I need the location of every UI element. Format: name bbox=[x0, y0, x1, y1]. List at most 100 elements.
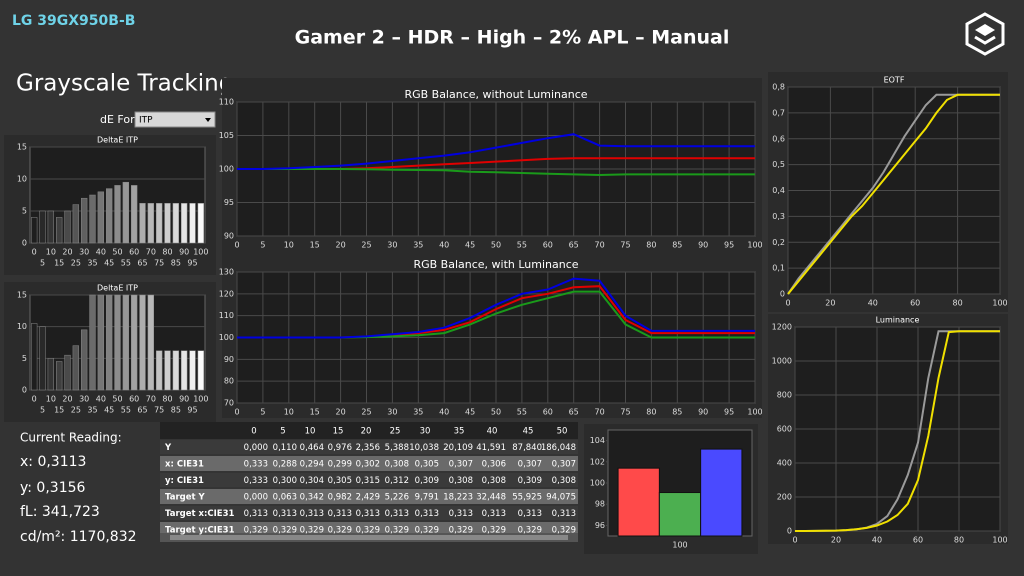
column-header: 45 bbox=[523, 427, 534, 437]
y-tick-label: 0 bbox=[787, 527, 792, 536]
y-tick-label: 800 bbox=[777, 391, 792, 400]
table-cell: 41,591 bbox=[476, 443, 506, 453]
bar bbox=[39, 210, 46, 244]
table-cell: 87,840 bbox=[512, 443, 542, 453]
bar bbox=[181, 350, 188, 391]
y-tick-label: 0 bbox=[780, 290, 785, 299]
table-cell: 0,329 bbox=[482, 526, 506, 536]
x-tick-label: 85 bbox=[672, 408, 682, 417]
x-tick-label: 60 bbox=[543, 408, 553, 417]
table-cell: 18,223 bbox=[443, 493, 473, 503]
x-tick-label: 65 bbox=[137, 406, 147, 415]
x-tick-label: 10 bbox=[46, 395, 56, 404]
table-cell: 0,312 bbox=[385, 476, 409, 486]
table-cell: 0,299 bbox=[328, 460, 352, 470]
bar bbox=[81, 329, 88, 391]
bar bbox=[172, 350, 180, 391]
y-tick-label: 600 bbox=[777, 425, 792, 434]
y-tick-label: 130 bbox=[219, 268, 234, 277]
y-tick-label: 98 bbox=[595, 500, 605, 509]
table-cell: 0,329 bbox=[273, 526, 297, 536]
bar bbox=[617, 467, 660, 537]
y-tick-label: 120 bbox=[219, 289, 234, 298]
table-cell: 0,305 bbox=[328, 476, 352, 486]
table-row bbox=[160, 472, 578, 488]
bar bbox=[197, 203, 205, 244]
x-tick-label: 20 bbox=[825, 299, 835, 308]
bar bbox=[131, 294, 138, 391]
table-cell: 0,329 bbox=[552, 526, 576, 536]
bar bbox=[31, 217, 38, 244]
x-tick-label: 80 bbox=[646, 408, 656, 417]
reading-line: fL: 341,723 bbox=[20, 504, 100, 520]
x-tick-label: 85 bbox=[171, 406, 181, 415]
table-cell: 0,308 bbox=[385, 460, 409, 470]
x-tick-label: 80 bbox=[953, 299, 963, 308]
y-tick-label: 5 bbox=[22, 354, 27, 363]
series-line bbox=[787, 93, 1000, 295]
column-header: 0 bbox=[251, 427, 256, 437]
x-tick-label: 25 bbox=[361, 408, 371, 417]
formula-dropdown[interactable] bbox=[134, 111, 216, 128]
table-cell: 0,315 bbox=[356, 476, 380, 486]
x-tick-label: 40 bbox=[439, 408, 449, 417]
chart-title: Luminance bbox=[876, 316, 920, 325]
x-tick-label: 20 bbox=[62, 395, 72, 404]
x-tick-label: 0 bbox=[792, 536, 797, 545]
y-tick-label: 104 bbox=[590, 436, 605, 445]
x-tick-label: 100 bbox=[992, 536, 1007, 545]
table-cell: 0,302 bbox=[356, 460, 380, 470]
table-cell: 0,313 bbox=[552, 509, 576, 519]
reading-label: Current Reading: bbox=[20, 431, 122, 445]
table-cell: 0,976 bbox=[328, 443, 352, 453]
y-tick-label: 15 bbox=[17, 291, 27, 300]
bar bbox=[147, 294, 155, 391]
chart-title: RGB Balance, with Luminance bbox=[413, 258, 578, 271]
chart-title: DeltaE ITP bbox=[97, 136, 138, 145]
y-tick-label: 80 bbox=[224, 377, 234, 386]
x-tick-label: 25 bbox=[71, 259, 81, 268]
bar bbox=[81, 197, 88, 244]
bar bbox=[156, 350, 163, 391]
x-tick-label: 40 bbox=[96, 395, 106, 404]
x-tick-label: 70 bbox=[146, 248, 156, 257]
y-tick-label: 0,6 bbox=[772, 134, 785, 143]
table-cell: 0,307 bbox=[449, 460, 473, 470]
table-cell: 0,308 bbox=[482, 476, 506, 486]
x-tick-label: 40 bbox=[872, 536, 882, 545]
dropdown-arrow bbox=[205, 118, 211, 122]
x-tick-label: 30 bbox=[79, 395, 89, 404]
x-tick-label: 50 bbox=[112, 395, 122, 404]
x-tick-label: 20 bbox=[336, 241, 346, 250]
bar bbox=[189, 203, 196, 244]
x-tick-label: 45 bbox=[465, 408, 475, 417]
x-tick-label: 35 bbox=[87, 259, 97, 268]
x-tick-label: 10 bbox=[46, 248, 56, 257]
x-tick-label: 55 bbox=[517, 408, 527, 417]
table-cell: 0,313 bbox=[482, 509, 506, 519]
x-tick-label: 25 bbox=[71, 406, 81, 415]
table-row bbox=[160, 505, 578, 521]
table-cell: 32,448 bbox=[476, 493, 506, 503]
bar bbox=[64, 210, 71, 244]
x-tick-label: 0 bbox=[234, 241, 239, 250]
table-cell: 0,110 bbox=[273, 443, 297, 453]
bar bbox=[39, 326, 46, 391]
y-tick-label: 5 bbox=[22, 207, 27, 216]
table-row bbox=[160, 488, 578, 505]
bar bbox=[114, 294, 121, 391]
x-tick-label: 35 bbox=[87, 406, 97, 415]
y-tick-label: 0,2 bbox=[772, 238, 785, 247]
x-tick-label: 80 bbox=[162, 248, 172, 257]
x-tick-label: 40 bbox=[96, 248, 106, 257]
scrollbar-thumb[interactable] bbox=[170, 535, 568, 540]
table-cell: 0,309 bbox=[518, 476, 542, 486]
x-tick-label: 10 bbox=[284, 241, 294, 250]
table-cell: 0,982 bbox=[328, 493, 352, 503]
table-cell: 0,329 bbox=[300, 526, 324, 536]
table-cell: 186,048 bbox=[541, 443, 576, 453]
x-tick-label: 55 bbox=[517, 241, 527, 250]
y-tick-label: 15 bbox=[17, 143, 27, 152]
x-tick-label: 45 bbox=[465, 241, 475, 250]
